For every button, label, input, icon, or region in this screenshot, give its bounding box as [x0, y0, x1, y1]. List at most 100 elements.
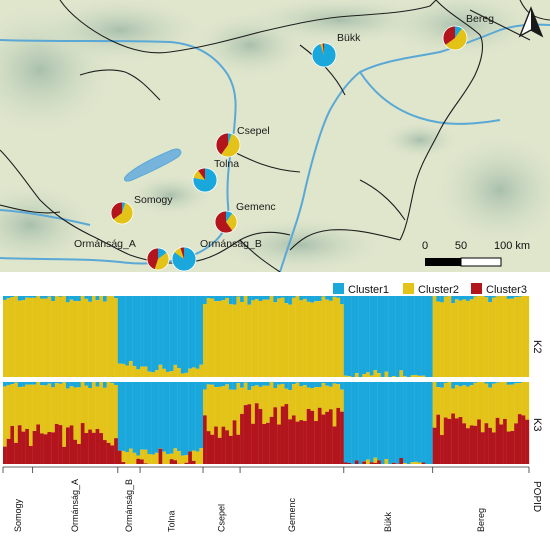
k3-bar-cluster1	[262, 382, 267, 386]
k3-bar-cluster2	[103, 387, 107, 441]
k3-bar-cluster2	[151, 454, 156, 464]
k3-bar-cluster1	[310, 382, 315, 389]
k3-bar-cluster1	[32, 382, 37, 385]
k3-bar-cluster3	[173, 460, 178, 464]
k2-bar-cluster1	[210, 296, 215, 299]
k3-bar-cluster1	[336, 382, 341, 385]
k3-bar-cluster2	[254, 385, 259, 404]
k3-bar-cluster3	[58, 425, 63, 464]
label-gemenc: Gemenc	[236, 201, 276, 213]
k3-bar-cluster1	[243, 382, 248, 383]
population-label: Gemenc	[287, 497, 297, 532]
k3-bar-cluster1	[65, 382, 70, 389]
k2-bar-cluster2	[347, 376, 352, 377]
k2-bar-cluster1	[273, 296, 278, 303]
k2-bar-cluster2	[258, 300, 263, 377]
k2-bar-cluster2	[440, 302, 444, 377]
k3-bar-cluster2	[80, 382, 85, 424]
population-label: Somogy	[13, 498, 23, 532]
k3-bar-cluster3	[69, 425, 74, 464]
k3-bar-cluster2	[288, 390, 293, 420]
k3-bar-cluster2	[443, 382, 448, 418]
k3-bar-cluster1	[317, 382, 322, 388]
k2-bar-cluster1	[103, 296, 107, 302]
k3-bar-cluster3	[291, 415, 296, 464]
k2-bar-cluster2	[491, 297, 496, 377]
k2-bar-cluster2	[506, 298, 511, 377]
k3-bar-cluster2	[317, 387, 322, 408]
k3-bar-cluster1	[403, 382, 407, 463]
k2-bar-cluster2	[277, 298, 281, 377]
k3-bars	[3, 382, 530, 464]
k3-bar-cluster3	[432, 427, 437, 464]
k2-bar-cluster1	[154, 296, 159, 371]
k3-bar-cluster2	[266, 385, 270, 423]
k2-bar-cluster2	[343, 375, 348, 377]
k3-bar-cluster3	[95, 428, 100, 464]
k3-bar-cluster2	[325, 385, 330, 412]
k3-bar-cluster2	[195, 451, 200, 464]
k2-bar-cluster2	[451, 303, 456, 377]
k3-bar-cluster3	[336, 407, 341, 464]
k2-bar-cluster1	[425, 296, 430, 377]
map-panel: Bükk Bereg Csepel Tolna Gemenc Somogy Or…	[0, 0, 550, 272]
k3-bar-cluster2	[295, 382, 300, 422]
k2-bar-cluster2	[432, 296, 437, 377]
k3-bar-cluster3	[517, 414, 522, 464]
k2-bar-cluster1	[25, 296, 30, 298]
k3-bar-cluster2	[436, 387, 441, 415]
k2-bar-cluster2	[14, 296, 18, 377]
admixture-barplot: K2 K3 Somogy Ormánság_A Ormánság_B Tolna Cse…	[2, 296, 543, 532]
k3-bar-cluster3	[306, 408, 311, 464]
k3-bar-cluster3	[80, 423, 85, 464]
scale-tick-100: 100 km	[494, 240, 530, 252]
k3-bar-cluster3	[158, 448, 163, 464]
k2-bar-cluster2	[299, 300, 304, 377]
k2-bar-cluster1	[151, 296, 156, 373]
k2-bar-cluster1	[466, 296, 470, 301]
k2-bar-cluster1	[236, 296, 241, 297]
k2-bar-cluster2	[140, 366, 144, 377]
k3-bar-cluster1	[514, 382, 519, 384]
k3-bar-cluster1	[258, 382, 263, 387]
k3-bar-cluster1	[51, 382, 56, 388]
k3-bar-cluster1	[184, 382, 189, 456]
k3-bar-cluster3	[458, 417, 463, 464]
k3-bar-cluster1	[73, 382, 78, 388]
k3-bar-cluster3	[469, 425, 474, 464]
k3-bar-cluster3	[17, 425, 22, 464]
k3-bar-cluster2	[40, 385, 44, 434]
k2-bar-cluster1	[158, 296, 163, 365]
k3-bar-cluster3	[169, 459, 174, 464]
k3-bar-cluster2	[99, 382, 104, 434]
k3-bar-cluster3	[280, 406, 285, 464]
k2-bar-cluster1	[21, 296, 26, 301]
k2-bar-cluster1	[299, 296, 304, 301]
k3-bar-cluster1	[47, 382, 52, 384]
k3-bar-cluster3	[347, 462, 352, 464]
k2-bar-cluster2	[177, 368, 181, 377]
k3-bar-cluster1	[191, 382, 196, 451]
k2-bar-cluster2	[240, 301, 244, 377]
k3-bar-cluster2	[121, 450, 126, 463]
pie-slice-cluster2	[154, 252, 169, 270]
k3-bar-cluster1	[406, 382, 411, 464]
k2-bar-cluster1	[391, 296, 396, 377]
k3-bar-cluster2	[62, 382, 67, 447]
legend: Cluster1 Cluster2 Cluster3	[333, 283, 527, 296]
k2-bar-cluster2	[447, 296, 452, 377]
k2-bar-cluster2	[3, 299, 7, 377]
k3-bar-cluster1	[69, 382, 74, 387]
k2-bar-cluster1	[336, 296, 341, 298]
label-somogy: Somogy	[134, 194, 173, 206]
k3-bar-cluster2	[136, 455, 141, 459]
k3-bar-cluster3	[10, 425, 15, 464]
k3-bar-cluster3	[103, 440, 107, 464]
k2-bar-cluster1	[247, 296, 252, 305]
k3-bar-cluster1	[354, 382, 359, 461]
k2-bar-cluster1	[165, 296, 170, 372]
k2-bar-cluster1	[40, 296, 44, 299]
pie-outline	[192, 167, 218, 193]
k3-bar-cluster3	[21, 431, 26, 464]
pie-slice-cluster2	[226, 213, 237, 231]
